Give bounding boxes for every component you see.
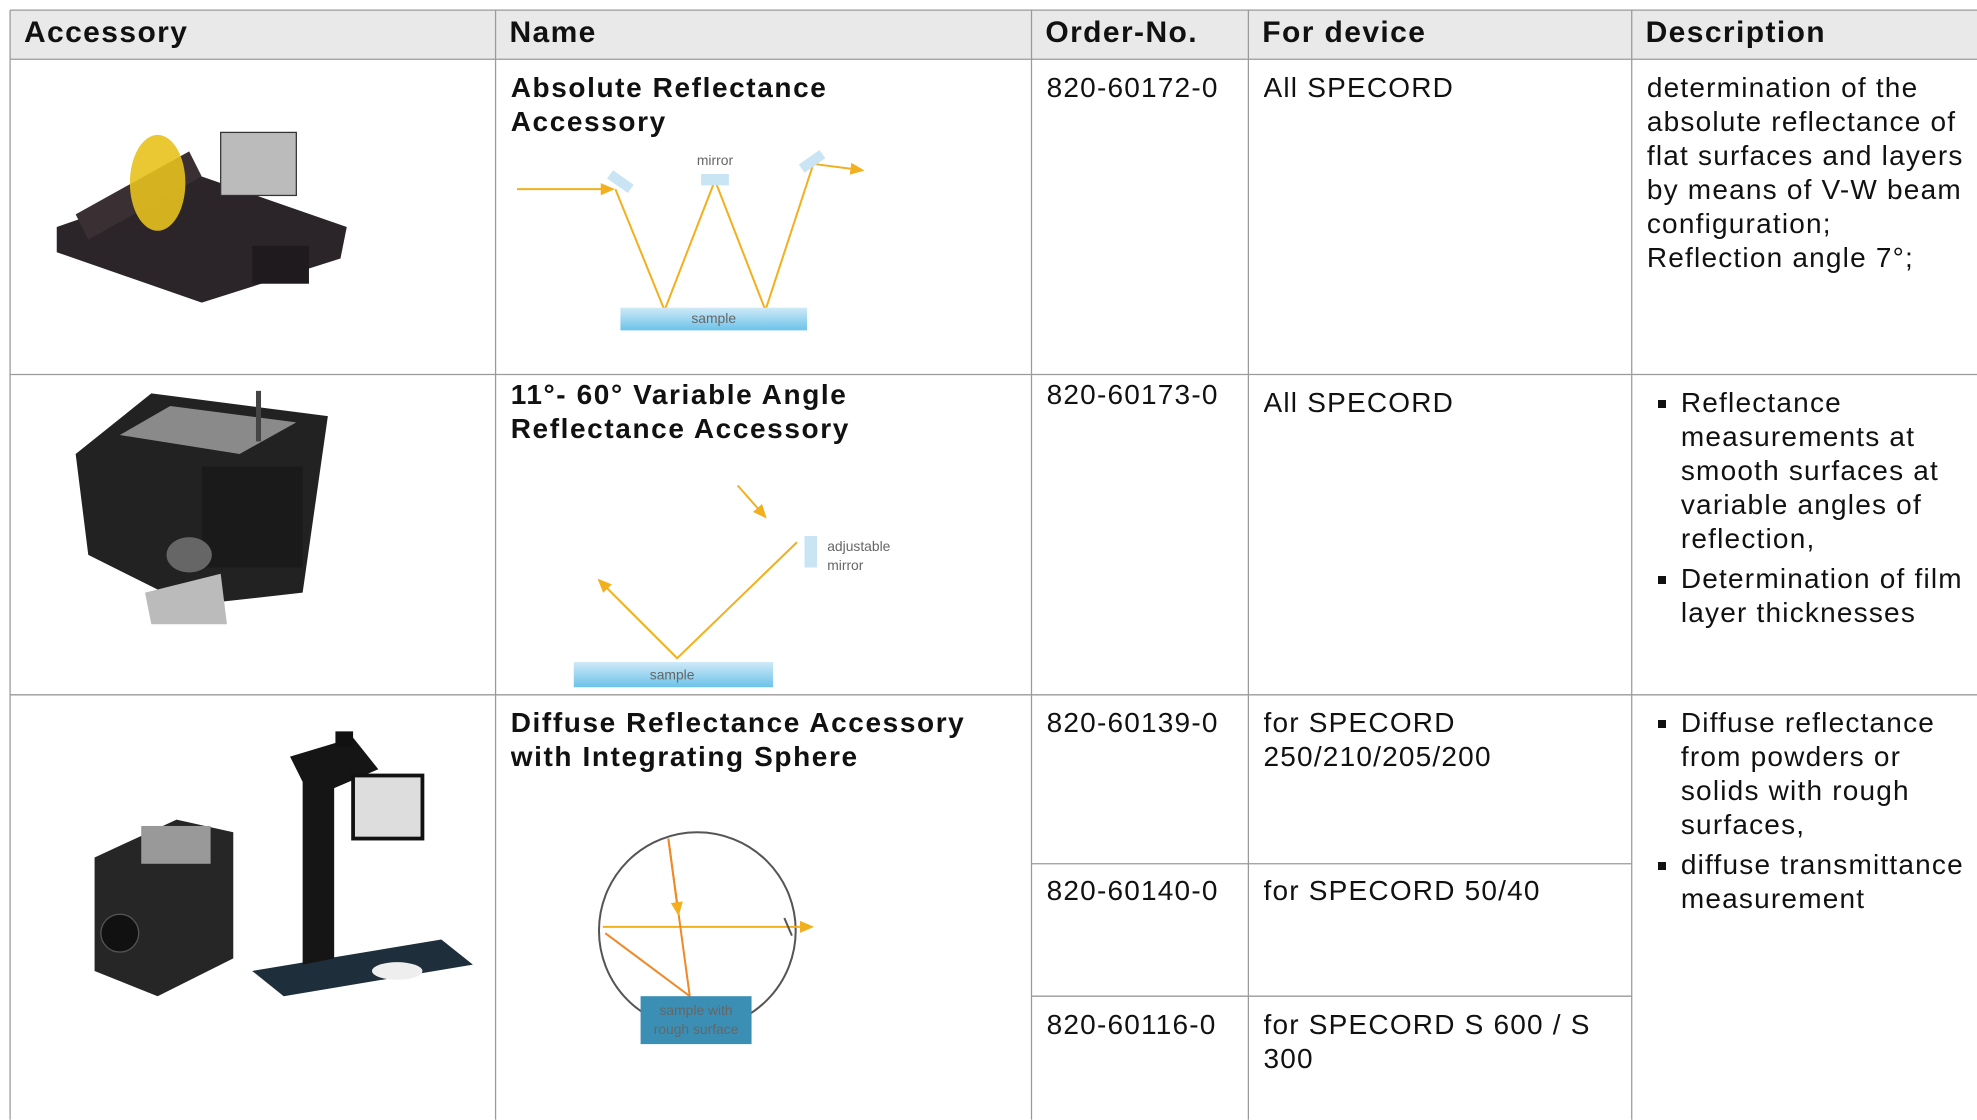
diagram-label: rough surface [654, 1021, 739, 1037]
bullet-item: Reflectance measurements at smooth surfa… [1681, 386, 1977, 556]
description: Diffuse reflectance from powders or soli… [1647, 706, 1977, 922]
device: for SPECORD 250/210/205/200 [1263, 707, 1492, 773]
diagram-label: mirror [827, 557, 864, 573]
name-line: Absolute Reflectance [510, 71, 828, 103]
name-line: Accessory [510, 105, 667, 137]
description: Reflectance measurements at smooth surfa… [1647, 386, 1977, 636]
bullet-list: Reflectance measurements at smooth surfa… [1647, 386, 1977, 630]
device: for SPECORD S 600 / S 300 [1263, 1008, 1591, 1074]
diagram-label: adjustable [827, 538, 890, 554]
bullet-list: Diffuse reflectance from powders or soli… [1647, 706, 1977, 916]
header-cell: Accessory [23, 16, 189, 50]
header-cell: Description [1645, 16, 1827, 50]
diagram-label: sample [691, 310, 736, 326]
name-line: 11°- 60° Variable Angle [510, 379, 848, 411]
diagram [573, 484, 818, 688]
header-cell: Order-No. [1045, 16, 1198, 50]
accessory-photo [56, 131, 347, 303]
diagram-label: sample with [659, 1002, 732, 1018]
accessory-photo [75, 390, 328, 625]
name-line: Reflectance Accessory [510, 413, 850, 445]
diagram-label: sample [650, 667, 695, 683]
diagram [517, 150, 865, 331]
order-no: 820-60139-0 [1046, 707, 1219, 739]
device: All SPECORD [1263, 386, 1455, 418]
bullet-item: diffuse transmittance measurement [1681, 848, 1977, 916]
header-cell: For device [1262, 16, 1427, 50]
accessory-name: 11°- 60° Variable Angle Reflectance Acces… [511, 378, 1022, 446]
diagram [597, 831, 815, 1045]
device: All SPECORD [1263, 71, 1455, 103]
accessory-photo [94, 731, 473, 997]
header-cell: Name [509, 16, 597, 50]
description-text: Reflection angle 7°; [1646, 241, 1914, 273]
device: for SPECORD 50/40 [1263, 874, 1541, 906]
order-no: 820-60173-0 [1046, 379, 1219, 411]
diagram-label: mirror [697, 152, 734, 168]
order-no: 820-60116-0 [1046, 1008, 1217, 1040]
accessory-name: Diffuse Reflectance Accessory with Integr… [511, 706, 1022, 774]
order-no: 820-60140-0 [1046, 874, 1219, 906]
description-text: determination of the absolute reflectanc… [1646, 71, 1964, 239]
table-grid [9, 9, 1977, 1120]
header-background [10, 10, 1977, 60]
accessory-name: Absolute Reflectance Accessory [511, 71, 1022, 139]
bullet-item: Diffuse reflectance from powders or soli… [1681, 706, 1977, 842]
description: determination of the absolute reflectanc… [1647, 71, 1977, 275]
name-line: with Integrating Sphere [510, 741, 859, 773]
bullet-item: Determination of film layer thicknesses [1681, 562, 1977, 630]
name-line: Diffuse Reflectance Accessory [510, 707, 966, 739]
order-no: 820-60172-0 [1046, 71, 1219, 103]
